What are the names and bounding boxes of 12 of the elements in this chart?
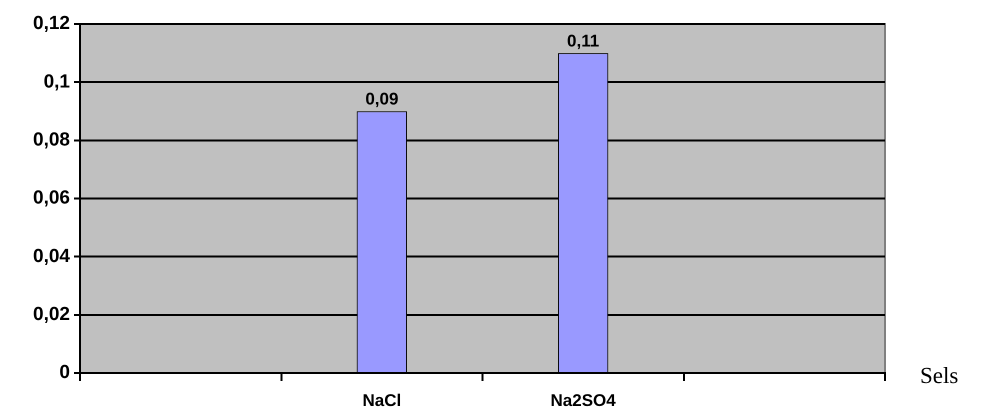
x-tick-label: Na2SO4: [550, 390, 616, 410]
y-tick-label: 0,12: [33, 13, 70, 34]
y-tick-label: 0,1: [44, 71, 70, 92]
data-label: 0,09: [365, 89, 398, 108]
y-tick-label: 0: [59, 362, 70, 384]
data-label: 0,11: [567, 31, 600, 50]
y-tick-label: 0,06: [33, 188, 70, 209]
y-tick-label: 0,02: [33, 304, 70, 326]
x-axis-title: Sels: [920, 363, 958, 388]
y-tick-label: 0,04: [33, 246, 70, 267]
x-tick-label: NaCl: [362, 390, 402, 410]
y-tick-label: 0,08: [33, 130, 70, 151]
